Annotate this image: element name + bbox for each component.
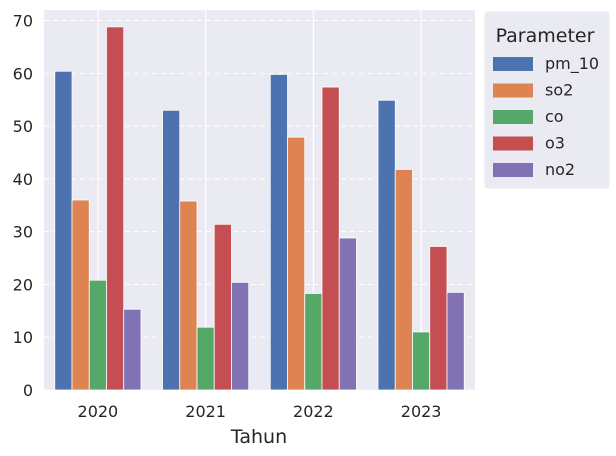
x-tick-label: 2021 xyxy=(185,402,226,421)
y-tick-label: 20 xyxy=(13,275,33,294)
bar-no2-2021 xyxy=(231,281,250,391)
y-tick-label: 60 xyxy=(13,64,33,83)
legend-items: pm_10 so2 co o3 no2 xyxy=(493,54,599,179)
bar-so2-2020 xyxy=(71,199,90,391)
x-tick-labels: 2020 2021 2022 2023 xyxy=(78,402,442,421)
bar-o3-2023 xyxy=(429,246,448,391)
bar-o3-2022 xyxy=(321,86,340,391)
legend: Parameter pm_10 so2 co o3 no2 xyxy=(483,10,611,190)
bar-so2-2023 xyxy=(394,168,413,391)
legend-label-so2: so2 xyxy=(545,81,573,100)
bar-pm_10-2023 xyxy=(377,99,396,391)
legend-label-co: co xyxy=(545,107,564,126)
legend-label-pm_10: pm_10 xyxy=(545,54,599,74)
legend-swatch-pm_10 xyxy=(493,57,533,71)
bar-pm_10-2021 xyxy=(162,109,181,391)
x-tick-label: 2022 xyxy=(293,402,334,421)
legend-swatch-o3 xyxy=(493,136,533,151)
x-tick-label: 2020 xyxy=(78,402,119,421)
legend-swatch-co xyxy=(493,110,533,124)
y-tick-label: 50 xyxy=(13,117,33,136)
legend-label-no2: no2 xyxy=(545,160,575,179)
y-tick-label: 40 xyxy=(13,170,33,189)
x-tick-label: 2023 xyxy=(401,402,442,421)
bar-no2-2022 xyxy=(338,237,357,391)
bar-so2-2021 xyxy=(179,200,198,391)
bar-no2-2020 xyxy=(123,308,142,391)
bars xyxy=(54,26,465,391)
bar-co-2023 xyxy=(412,331,431,391)
bar-co-2020 xyxy=(88,279,107,391)
bar-so2-2022 xyxy=(287,136,306,391)
legend-swatch-so2 xyxy=(493,83,533,98)
y-tick-labels: 0 10 20 30 40 50 60 70 xyxy=(13,12,33,400)
bar-o3-2021 xyxy=(213,223,232,391)
legend-label-o3: o3 xyxy=(545,134,565,153)
bar-co-2022 xyxy=(304,293,323,391)
bar-co-2021 xyxy=(196,326,215,391)
bar-no2-2023 xyxy=(446,291,465,391)
y-tick-label: 0 xyxy=(23,381,33,400)
bar-pm_10-2020 xyxy=(54,70,73,391)
y-tick-label: 10 xyxy=(13,328,33,347)
legend-swatch-no2 xyxy=(493,163,533,177)
legend-title: Parameter xyxy=(496,25,595,47)
bar-o3-2020 xyxy=(106,26,125,391)
bar-pm_10-2022 xyxy=(269,73,288,391)
x-axis-label: Tahun xyxy=(230,426,287,448)
y-tick-label: 30 xyxy=(13,223,33,242)
y-tick-label: 70 xyxy=(13,12,33,31)
